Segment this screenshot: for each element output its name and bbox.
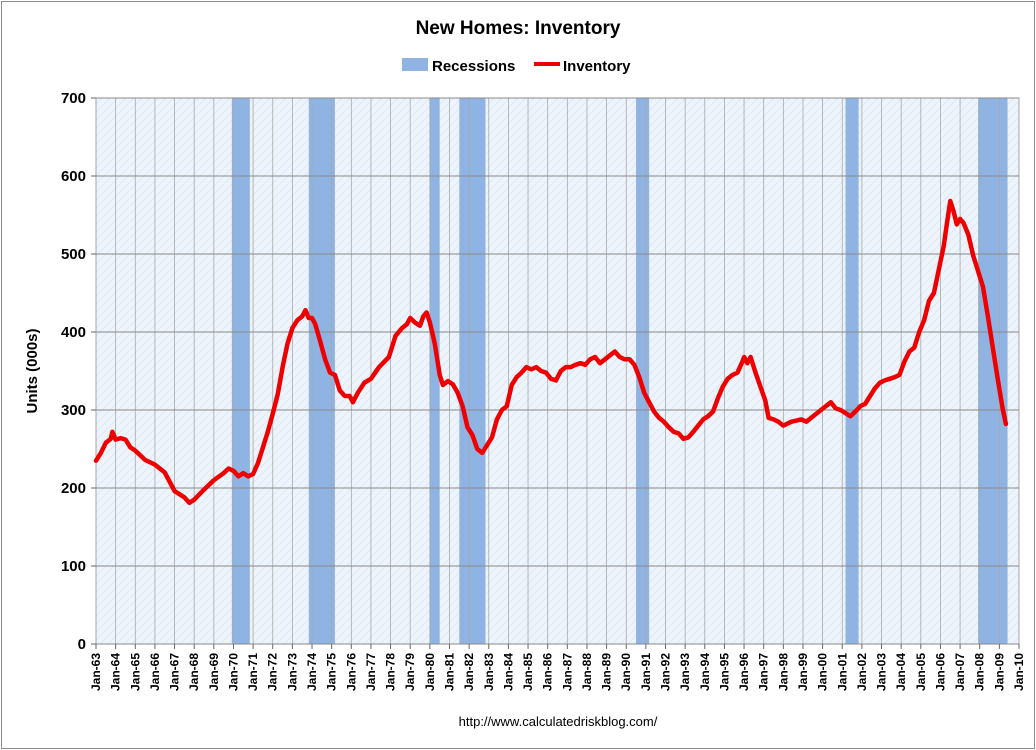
y-tick-label: 600: [61, 168, 86, 185]
x-tick-label: Jan-06: [933, 653, 947, 691]
y-axis-ticks: 0 100 200 300 400 500 600 700: [61, 90, 96, 653]
x-tick-label: Jan-77: [364, 653, 378, 691]
x-tick-label: Jan-04: [894, 653, 908, 691]
x-tick-label: Jan-90: [619, 653, 633, 691]
x-tick-label: Jan-05: [914, 653, 928, 691]
x-tick-label: Jan-75: [325, 653, 339, 691]
x-tick-label: Jan-92: [659, 653, 673, 691]
x-tick-label: Jan-80: [423, 653, 437, 691]
x-tick-label: Jan-63: [89, 653, 103, 691]
x-tick-label: Jan-82: [462, 653, 476, 691]
recession-band-0: [231, 98, 250, 644]
x-tick-label: Jan-73: [285, 653, 299, 691]
x-tick-label: Jan-79: [403, 653, 417, 691]
x-axis-ticks: Jan-63 Jan-64 Jan-65 Jan-66 Jan-67 Jan-68 Jan-…: [89, 644, 1026, 691]
x-tick-label: Jan-66: [148, 653, 162, 691]
y-tick-label: 700: [61, 90, 86, 107]
recession-band-5: [845, 98, 859, 644]
x-tick-label: Jan-74: [305, 653, 319, 691]
x-tick-label: Jan-95: [717, 653, 731, 691]
recession-band-3: [459, 98, 486, 644]
x-tick-label: Jan-91: [639, 653, 653, 691]
x-tick-label: Jan-07: [953, 653, 967, 691]
x-tick-label: Jan-96: [737, 653, 751, 691]
x-tick-label: Jan-85: [521, 653, 535, 691]
legend-swatch-recessions: [402, 58, 428, 71]
chart-title: New Homes: Inventory: [416, 18, 621, 39]
x-tick-label: Jan-76: [344, 653, 358, 691]
x-tick-label: Jan-78: [384, 653, 398, 691]
x-tick-label: Jan-89: [600, 653, 614, 691]
legend-label-recessions: Recessions: [432, 58, 515, 75]
x-tick-label: Jan-86: [541, 653, 555, 691]
x-tick-label: Jan-09: [992, 653, 1006, 691]
y-tick-label: 100: [61, 558, 86, 575]
x-tick-label: Jan-81: [442, 653, 456, 691]
legend-label-inventory: Inventory: [563, 58, 631, 75]
x-tick-label: Jan-08: [973, 653, 987, 691]
x-tick-label: Jan-71: [246, 653, 260, 691]
x-tick-label: Jan-70: [226, 653, 240, 691]
x-tick-label: Jan-00: [816, 653, 830, 691]
y-tick-label: 500: [61, 246, 86, 263]
y-tick-label: 400: [61, 324, 86, 341]
x-tick-label: Jan-94: [698, 653, 712, 691]
x-tick-label: Jan-88: [580, 653, 594, 691]
x-tick-label: Jan-68: [187, 653, 201, 691]
x-tick-label: Jan-97: [757, 653, 771, 691]
x-tick-label: Jan-10: [1012, 653, 1026, 691]
series-layer: [93, 198, 1009, 506]
x-tick-label: Jan-93: [678, 653, 692, 691]
legend: Recessions Inventory: [402, 58, 631, 75]
x-tick-label: Jan-02: [855, 653, 869, 691]
y-tick-label: 0: [78, 636, 86, 653]
x-tick-label: Jan-83: [482, 653, 496, 691]
y-tick-label: 200: [61, 480, 86, 497]
x-tick-label: Jan-03: [875, 653, 889, 691]
y-tick-label: 300: [61, 402, 86, 419]
x-tick-label: Jan-64: [109, 653, 123, 691]
x-tick-label: Jan-98: [776, 653, 790, 691]
x-tick-label: Jan-84: [501, 653, 515, 691]
gridlines: [95, 97, 1020, 645]
source-url: http://www.calculatedriskblog.com/: [459, 714, 658, 729]
y-axis-label: Units (000s): [24, 328, 41, 413]
x-tick-label: Jan-67: [168, 653, 182, 691]
x-tick-label: Jan-99: [796, 653, 810, 691]
recession-band-6: [978, 98, 1008, 644]
series-line-inventory: [93, 198, 1009, 506]
x-tick-label: Jan-65: [128, 653, 142, 691]
x-tick-label: Jan-69: [207, 653, 221, 691]
x-tick-label: Jan-72: [266, 653, 280, 691]
x-tick-label: Jan-87: [560, 653, 574, 691]
recession-band-2: [429, 98, 440, 644]
x-tick-label: Jan-01: [835, 653, 849, 691]
